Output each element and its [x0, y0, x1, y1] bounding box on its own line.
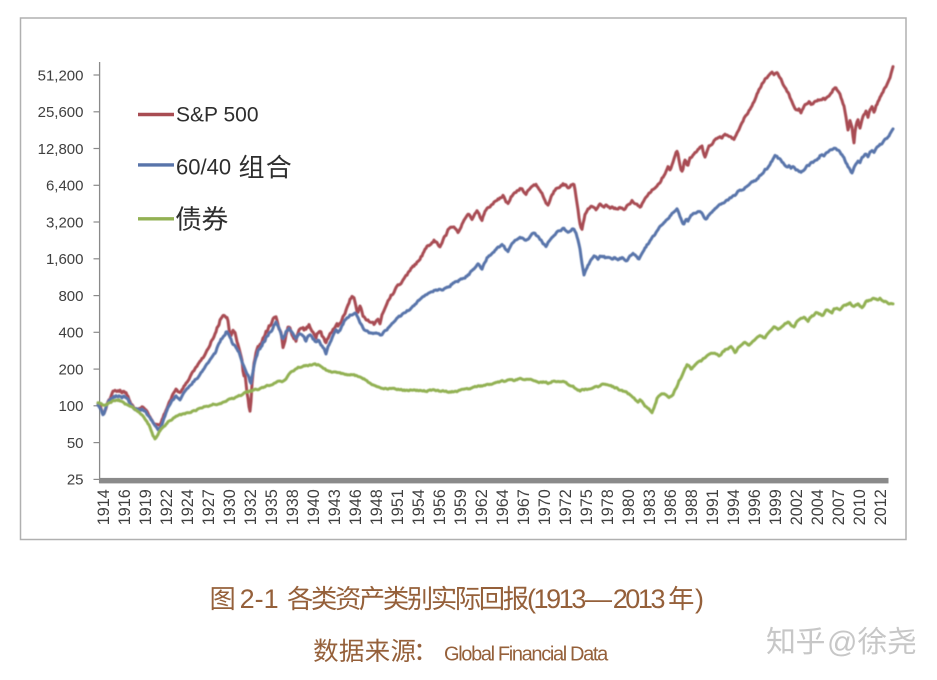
svg-text:1924: 1924 — [179, 489, 197, 525]
svg-text:1930: 1930 — [221, 489, 239, 525]
svg-text:100: 100 — [58, 398, 83, 415]
svg-text:3,200: 3,200 — [46, 214, 84, 231]
svg-text:1999: 1999 — [767, 489, 785, 525]
svg-text:1967: 1967 — [515, 489, 533, 525]
svg-text:2004: 2004 — [809, 489, 827, 525]
svg-text:2012: 2012 — [872, 489, 890, 525]
svg-text:2007: 2007 — [830, 489, 848, 525]
svg-text:1946: 1946 — [347, 489, 365, 525]
svg-text:200: 200 — [58, 361, 83, 378]
svg-text:60/40: 60/40 — [176, 155, 231, 180]
svg-text:1,600: 1,600 — [46, 251, 84, 268]
svg-text:Global Financial Data: Global Financial Data — [444, 644, 609, 666]
svg-text:1919: 1919 — [137, 489, 155, 525]
svg-text:1986: 1986 — [662, 489, 680, 525]
svg-text:1956: 1956 — [431, 489, 449, 525]
svg-text:2010: 2010 — [851, 489, 869, 525]
svg-text:1959: 1959 — [452, 489, 470, 525]
svg-text:800: 800 — [58, 288, 83, 305]
svg-text:1964: 1964 — [494, 489, 512, 525]
svg-text:1972: 1972 — [557, 489, 575, 525]
svg-text:2013: 2013 — [613, 584, 665, 614]
svg-text:1988: 1988 — [683, 489, 701, 525]
svg-text:S&P 500: S&P 500 — [176, 103, 259, 126]
svg-text:): ) — [695, 584, 704, 614]
svg-text:1983: 1983 — [641, 489, 659, 525]
svg-text:2-1: 2-1 — [240, 584, 279, 614]
svg-text:1932: 1932 — [242, 489, 260, 525]
svg-text:1951: 1951 — [389, 489, 407, 525]
svg-text:@: @ — [827, 626, 857, 659]
svg-text:1970: 1970 — [536, 489, 554, 525]
svg-text:12,800: 12,800 — [38, 141, 84, 158]
svg-text:50: 50 — [67, 435, 84, 452]
svg-text:1954: 1954 — [410, 489, 428, 525]
svg-text:1996: 1996 — [746, 489, 764, 525]
svg-text:1975: 1975 — [578, 489, 596, 525]
svg-text:400: 400 — [58, 325, 83, 342]
svg-text:(: ( — [527, 584, 536, 614]
svg-text:25,600: 25,600 — [38, 104, 84, 121]
svg-text:1948: 1948 — [368, 489, 386, 525]
svg-text:1994: 1994 — [725, 489, 743, 525]
svg-text:25: 25 — [67, 472, 84, 489]
svg-text:1943: 1943 — [326, 489, 344, 525]
svg-text:1922: 1922 — [158, 489, 176, 525]
svg-text:1913: 1913 — [534, 584, 586, 614]
svg-text:1927: 1927 — [200, 489, 218, 525]
svg-text:1991: 1991 — [704, 489, 722, 525]
svg-text:1978: 1978 — [599, 489, 617, 525]
svg-text:51,200: 51,200 — [38, 67, 84, 84]
svg-text:1935: 1935 — [263, 489, 281, 525]
svg-text:6,400: 6,400 — [46, 178, 84, 195]
svg-text:1980: 1980 — [620, 489, 638, 525]
svg-text:1962: 1962 — [473, 489, 491, 525]
svg-text:1916: 1916 — [116, 489, 134, 525]
svg-text:1938: 1938 — [284, 489, 302, 525]
svg-text:2002: 2002 — [788, 489, 806, 525]
svg-text:1940: 1940 — [305, 489, 323, 525]
svg-text:—: — — [585, 584, 612, 614]
svg-text:1914: 1914 — [95, 489, 113, 525]
